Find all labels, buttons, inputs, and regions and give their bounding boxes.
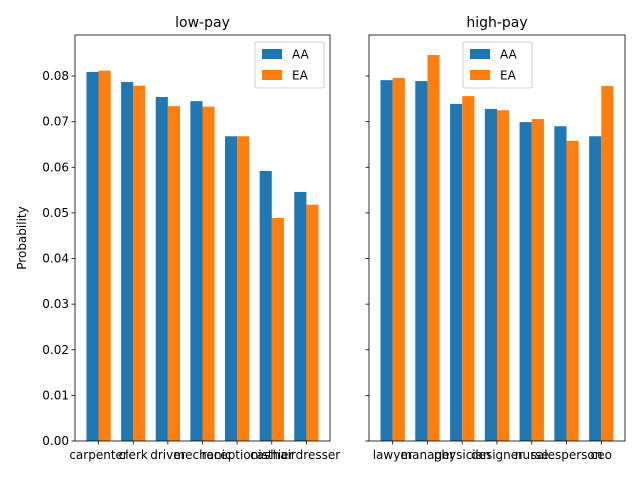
bar-aa-designer xyxy=(484,108,497,442)
y-axis-label: Probability xyxy=(15,206,29,269)
y-tick-label: 0.07 xyxy=(42,115,69,129)
bar-aa-mechanic xyxy=(190,101,203,442)
x-tick-label: ceo xyxy=(591,448,612,462)
low-pay-title: low-pay xyxy=(175,15,230,31)
bar-ea-clerk xyxy=(133,85,146,441)
x-tick-label: salesperson xyxy=(531,448,603,462)
low-pay-axes-frame xyxy=(74,34,331,442)
bar-aa-hairdresser xyxy=(294,191,307,441)
bar-ea-cashier xyxy=(271,217,284,441)
bar-ea-designer xyxy=(497,110,510,442)
bar-aa-manager xyxy=(415,81,428,441)
legend-swatch-ea xyxy=(470,70,490,80)
bar-aa-driver xyxy=(155,97,168,441)
legend-label-ea: EA xyxy=(292,69,309,83)
legend-frame xyxy=(462,41,533,89)
x-tick-label: manager xyxy=(400,448,454,462)
y-tick-label: 0.05 xyxy=(42,206,69,220)
bar-ea-hairdresser xyxy=(306,204,319,441)
y-tick-label: 0.03 xyxy=(42,297,69,311)
bar-ea-driver xyxy=(167,106,180,441)
bar-aa-clerk xyxy=(121,81,134,442)
bar-ea-lawyer xyxy=(392,77,405,441)
legend-label-aa: AA xyxy=(292,48,310,62)
bar-ea-mechanic xyxy=(202,106,215,442)
x-tick-label: clerk xyxy=(119,448,148,462)
low-pay-panel: 0.00 0.01 0.02 0.03 0.04 0.05 0.06 0.07 0.08 car… xyxy=(15,15,340,462)
bar-ea-carpenter xyxy=(98,70,111,441)
bar-aa-ceo xyxy=(589,136,602,441)
x-tick-label: lawyer xyxy=(373,448,413,462)
x-tick-label: nurse xyxy=(515,448,549,462)
bar-ea-salesperson xyxy=(566,140,579,441)
high-pay-panel: lawyermanagerphysiciandesignernursesales… xyxy=(365,15,626,462)
y-tick-label: 0.02 xyxy=(42,343,69,357)
bar-aa-nurse xyxy=(519,122,532,441)
x-tick-label: receptionist xyxy=(202,448,273,462)
y-tick-label: 0.01 xyxy=(42,388,69,402)
low-pay-y-axis: 0.00 0.01 0.02 0.03 0.04 0.05 0.06 0.07 0.08 xyxy=(42,69,75,448)
x-tick-label: mechanic xyxy=(173,448,231,462)
high-pay-y-axis xyxy=(365,75,369,442)
x-tick-label: carpenter xyxy=(69,448,128,462)
x-tick-label: driver xyxy=(150,448,185,462)
x-tick-label: cashier xyxy=(250,448,294,462)
legend-label-ea: EA xyxy=(500,69,517,83)
high-pay-x-axis: lawyermanagerphysiciandesignernursesales… xyxy=(373,441,612,462)
low-pay-legend: AA EA xyxy=(254,41,325,89)
x-tick-label: physician xyxy=(434,448,491,462)
bar-aa-salesperson xyxy=(554,126,567,442)
y-tick-label: 0.04 xyxy=(42,252,69,266)
y-tick-label: 0.08 xyxy=(42,69,69,83)
bar-aa-carpenter xyxy=(86,71,99,441)
bar-ea-nurse xyxy=(531,118,544,441)
legend-label-aa: AA xyxy=(500,48,518,62)
high-pay-legend: AA EA xyxy=(462,41,533,89)
bar-ea-ceo xyxy=(601,86,614,441)
bar-aa-cashier xyxy=(259,170,272,441)
legend-frame xyxy=(254,41,325,89)
legend-swatch-aa xyxy=(470,49,490,59)
y-tick-label: 0.06 xyxy=(42,160,69,174)
legend-swatch-aa xyxy=(262,49,282,59)
high-pay-axes-frame xyxy=(368,34,626,442)
low-pay-bars xyxy=(86,70,319,442)
bar-aa-physician xyxy=(450,103,463,441)
legend-swatch-ea xyxy=(262,70,282,80)
y-tick-label: 0.00 xyxy=(42,434,69,448)
bar-ea-manager xyxy=(427,55,440,441)
high-pay-title: high-pay xyxy=(466,15,527,31)
bar-aa-lawyer xyxy=(380,80,393,441)
x-tick-label: hairdresser xyxy=(273,448,341,462)
high-pay-bars xyxy=(380,55,614,442)
bar-aa-receptionist xyxy=(225,136,238,441)
x-tick-label: designer xyxy=(471,448,523,462)
bar-ea-physician xyxy=(462,96,475,441)
bar-ea-receptionist xyxy=(237,136,250,441)
